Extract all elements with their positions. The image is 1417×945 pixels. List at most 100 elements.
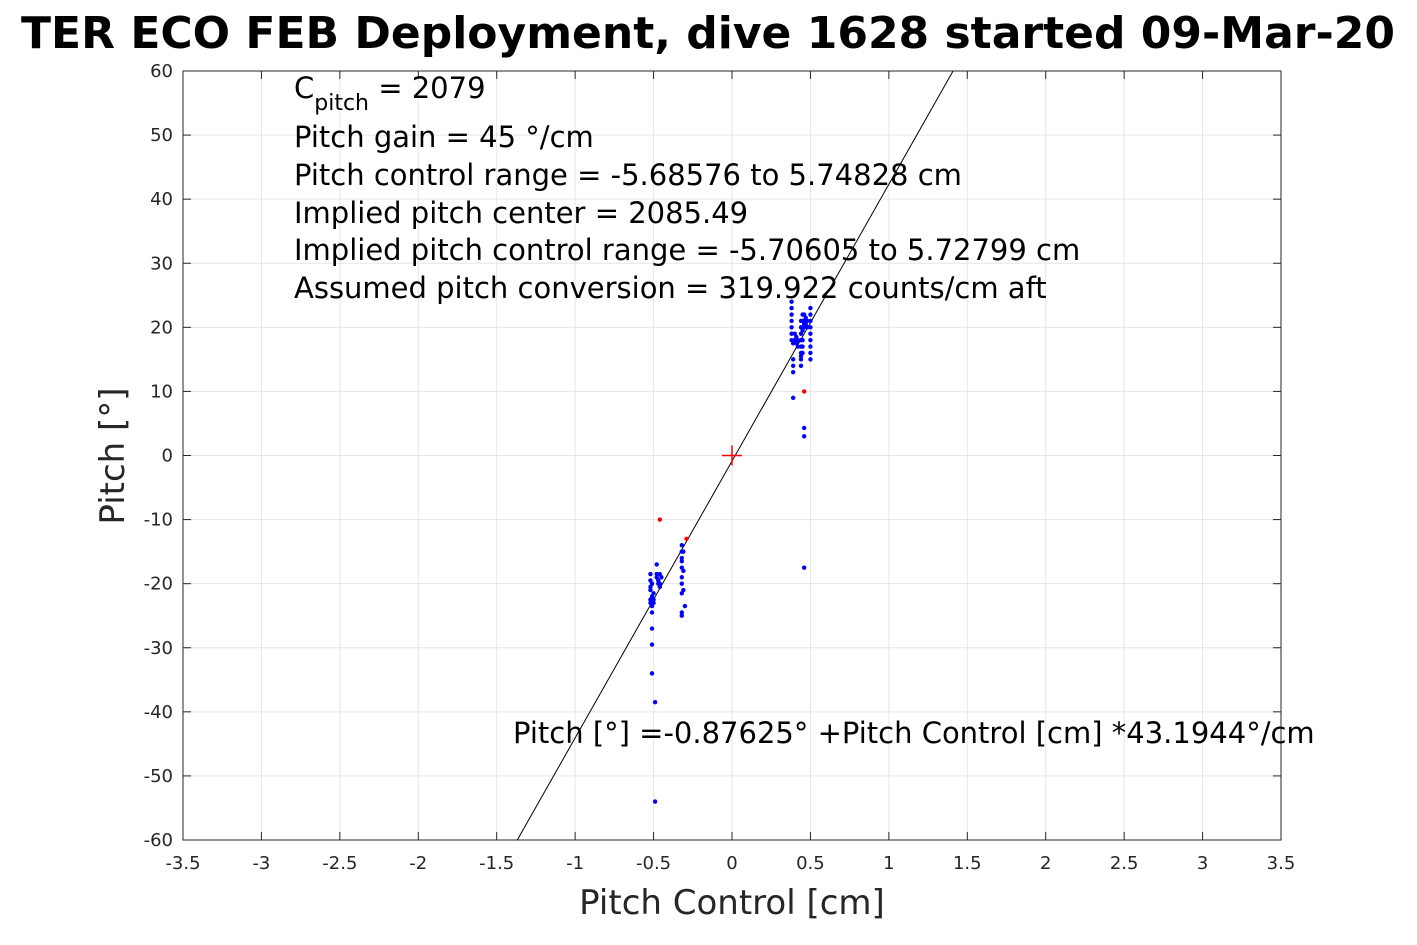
grid xyxy=(182,70,1282,841)
data-point xyxy=(808,331,813,336)
y-tick-label: -50 xyxy=(144,766,173,787)
chart-title: TER ECO FEB Deployment, dive 1628 starte… xyxy=(21,8,1395,59)
data-point xyxy=(789,305,794,311)
data-point xyxy=(790,357,796,362)
data-point xyxy=(649,610,655,615)
annotation-control-range: Pitch control range = -5.68576 to 5.7482… xyxy=(294,158,962,192)
y-tick-label: 40 xyxy=(150,189,173,210)
data-point xyxy=(679,559,685,564)
data-point xyxy=(808,350,813,356)
data-point xyxy=(651,597,656,602)
cpitch-symbol: C xyxy=(294,71,314,105)
data-point xyxy=(798,363,804,368)
data-point xyxy=(649,671,655,676)
data-point xyxy=(681,568,686,574)
data-point xyxy=(648,571,653,577)
y-tick-label: 60 xyxy=(150,61,173,82)
y-tick-label: 50 xyxy=(150,125,173,146)
data-point xyxy=(657,581,663,586)
data-point xyxy=(800,344,805,349)
annotation-cpitch: Cpitch = 2079 xyxy=(294,71,486,116)
data-point xyxy=(789,325,794,330)
data-point xyxy=(789,299,794,304)
data-point xyxy=(654,562,659,567)
annotation-gain: Pitch gain = 45 °/cm xyxy=(294,120,594,154)
annotation-implied-center: Implied pitch center = 2085.49 xyxy=(294,196,748,230)
data-point xyxy=(679,581,685,586)
data-point xyxy=(652,700,658,705)
cpitch-value: = 2079 xyxy=(369,71,486,105)
x-tick-label: -2 xyxy=(409,853,427,874)
data-point xyxy=(657,517,663,522)
x-tick-label: 2.5 xyxy=(1110,853,1139,874)
data-point xyxy=(801,434,807,439)
data-point xyxy=(684,536,689,542)
data-point xyxy=(801,425,807,431)
data-point xyxy=(789,312,794,317)
data-point xyxy=(808,337,813,343)
data-point xyxy=(679,575,685,580)
data-point xyxy=(790,395,796,401)
x-axis-label: Pitch Control [cm] xyxy=(579,883,885,923)
x-tick-label: 1.5 xyxy=(953,853,982,874)
x-tick-label: 1 xyxy=(883,853,894,874)
y-tick-label: 30 xyxy=(150,253,173,274)
x-tick-label: -3.5 xyxy=(165,853,200,874)
x-tick-label: 3.5 xyxy=(1267,853,1296,874)
data-point xyxy=(790,369,796,375)
data-point xyxy=(681,587,686,593)
annotation-implied-range: Implied pitch control range = -5.70605 t… xyxy=(294,233,1080,267)
data-point xyxy=(801,389,807,394)
data-point xyxy=(805,325,810,330)
data-point xyxy=(808,312,813,317)
y-tick-label: -20 xyxy=(144,574,173,595)
y-tick-label: -30 xyxy=(144,638,173,659)
data-point xyxy=(651,591,656,596)
data-point xyxy=(798,357,804,362)
y-tick-label: -10 xyxy=(144,510,173,531)
data-point xyxy=(790,363,796,368)
data-point xyxy=(649,581,655,586)
y-axis-label: Pitch [°] xyxy=(93,387,133,524)
cpitch-subscript: pitch xyxy=(314,91,369,116)
x-tick-label: -1 xyxy=(566,853,584,874)
data-point xyxy=(808,318,813,324)
data-point xyxy=(795,344,801,349)
data-points xyxy=(648,299,813,804)
data-point xyxy=(801,565,807,570)
annotation-fit-equation: Pitch [°] =-0.87625° +Pitch Control [cm]… xyxy=(513,716,1315,750)
data-point xyxy=(682,603,688,609)
data-point xyxy=(808,325,813,330)
data-point xyxy=(679,610,685,615)
axis-ticks: -3.5 -3 -2.5 -2 -1.5 -1 -0.5 0 0.5 1 1.5 2 2.5 3 3.5 60… xyxy=(144,61,1296,874)
data-point xyxy=(800,350,805,356)
data-point xyxy=(679,543,685,548)
x-tick-label: 0 xyxy=(726,853,737,874)
data-point xyxy=(789,318,794,324)
y-tick-label: 0 xyxy=(162,446,173,467)
data-point xyxy=(652,799,658,804)
data-point xyxy=(805,318,810,324)
x-tick-label: -3 xyxy=(252,853,270,874)
data-point xyxy=(649,642,655,647)
center-marker xyxy=(722,445,742,466)
data-point xyxy=(800,337,805,343)
data-point xyxy=(648,587,653,593)
x-tick-label: -0.5 xyxy=(636,853,671,874)
y-tick-label: 10 xyxy=(150,381,173,402)
x-tick-label: 2 xyxy=(1040,853,1051,874)
y-tick-label: -40 xyxy=(144,702,173,723)
x-tick-label: 0.5 xyxy=(796,853,825,874)
x-tick-label: 3 xyxy=(1197,853,1208,874)
annotation-conversion: Assumed pitch conversion = 319.922 count… xyxy=(294,271,1047,305)
y-tick-label: 20 xyxy=(150,317,173,338)
data-point xyxy=(679,555,685,561)
data-point xyxy=(808,344,813,349)
data-point xyxy=(654,571,659,577)
x-tick-label: -1.5 xyxy=(479,853,514,874)
x-tick-label: -2.5 xyxy=(322,853,357,874)
data-point xyxy=(789,331,794,336)
data-point xyxy=(681,549,686,554)
data-point xyxy=(808,357,813,362)
